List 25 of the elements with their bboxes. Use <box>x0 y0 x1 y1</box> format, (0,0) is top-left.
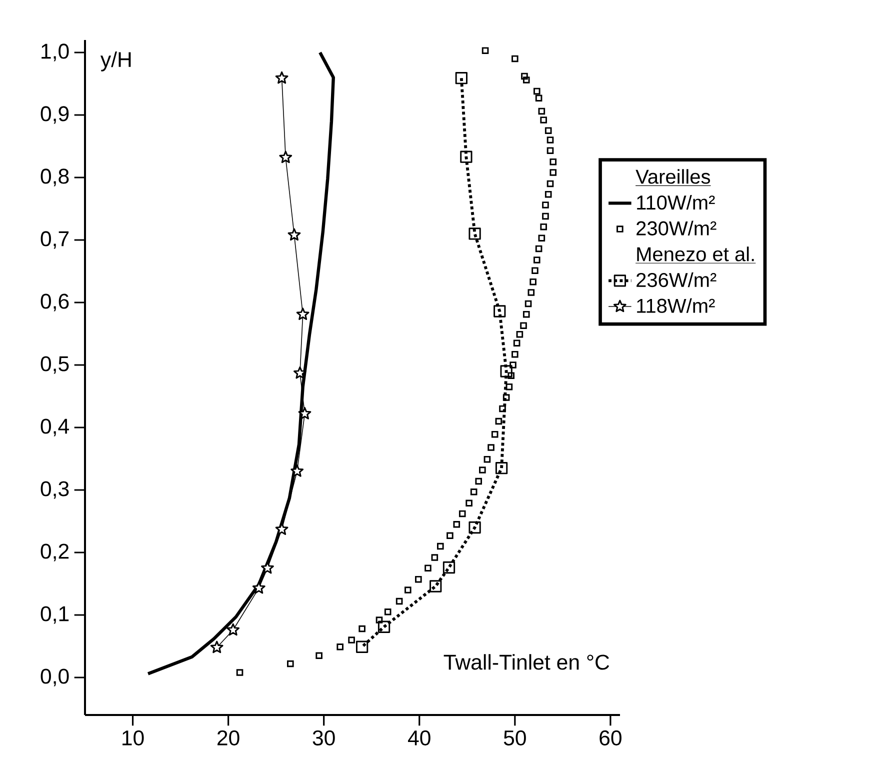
legend-label: 110W/m² <box>637 194 715 210</box>
y-tick-label: 0,1 <box>40 606 69 624</box>
text: Vareilles <box>636 169 710 184</box>
x-tick-label: 60 <box>600 730 622 746</box>
legend-label: 118W/m² <box>637 298 715 313</box>
y-tick-label: 0,8 <box>40 168 69 186</box>
y-axis-title: y/H <box>100 51 131 72</box>
legend-label: 236W/m² <box>636 272 716 288</box>
y-tick-label: 0,7 <box>40 231 69 249</box>
text: Menezo et al. <box>637 246 754 262</box>
y-tick-label: 1,0 <box>42 44 69 62</box>
x-tick-label: 20 <box>218 730 240 746</box>
y-tick-label: 0,3 <box>40 481 69 499</box>
y-tick-label: 0,5 <box>40 356 69 374</box>
y-tick-label: 0,6 <box>40 294 69 312</box>
y-tick-label: 0,9 <box>40 106 69 124</box>
x-axis-title: Twall-Tinlet en °C <box>444 654 610 670</box>
x-tick-label: 10 <box>122 730 144 746</box>
legend-label: 230W/m² <box>636 220 716 236</box>
x-tick-label: 30 <box>312 730 335 746</box>
x-tick-label: 40 <box>408 730 430 746</box>
x-tick-label: 50 <box>504 730 526 746</box>
y-tick-label: 0,2 <box>40 544 69 562</box>
y-tick-label: 0,0 <box>40 668 69 686</box>
y-tick-label: 0,4 <box>40 418 69 436</box>
